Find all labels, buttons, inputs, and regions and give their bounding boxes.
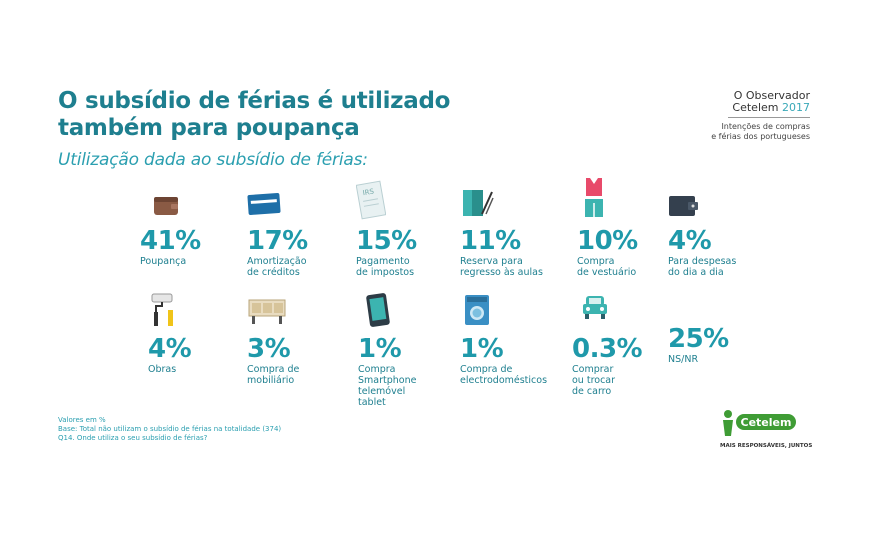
- stat-label: Reserva para regresso às aulas: [460, 256, 543, 278]
- stat-value: 3%: [247, 334, 291, 364]
- stat-label: Para despesas do dia a dia: [668, 256, 737, 278]
- stat-label: Comprar ou trocar de carro: [572, 364, 616, 397]
- tax-document-icon: IRS: [356, 180, 386, 220]
- stat-item-daily: 4% Para despesas do dia a dia: [668, 192, 778, 278]
- credit-card-icon: [247, 193, 281, 215]
- observador-brand: O Observador Cetelem 2017 Intenções de c…: [710, 90, 810, 142]
- stat-item-furniture: 3% Compra de mobiliário: [247, 296, 357, 386]
- washing-machine-icon: [465, 295, 489, 325]
- purse-icon: [669, 196, 698, 216]
- svg-text:Cetelem: Cetelem: [741, 416, 792, 429]
- brand-divider: [728, 117, 810, 118]
- stat-label: Compra de vestuário: [577, 256, 637, 278]
- footnote-units: Valores em %: [58, 416, 106, 424]
- brand-year: 2017: [782, 101, 810, 114]
- stat-value: 10%: [577, 226, 638, 256]
- stat-label: Pagamento de impostos: [356, 256, 415, 278]
- stat-label: Obras: [148, 364, 177, 375]
- stat-label: Compra Smartphone telemóvel tablet: [358, 364, 417, 408]
- title-line-2: também para poupança: [58, 115, 360, 141]
- stat-item-works: 4% Obras: [148, 292, 258, 375]
- brand-line-1: O Observador: [733, 89, 810, 102]
- stat-label: Compra de electrodomésticos: [460, 364, 548, 386]
- stat-value: 0.3%: [572, 334, 643, 364]
- stat-item-appliances: 1% Compra de electrodomésticos: [460, 294, 570, 386]
- stat-value: 15%: [356, 226, 417, 256]
- cetelem-logo-mark: Cetelem: [723, 410, 796, 436]
- brand-sub-1: Intenções de compras: [721, 122, 810, 131]
- clothing-icon: [585, 178, 603, 217]
- stat-label: Amortização de créditos: [247, 256, 307, 278]
- brand-line-2: Cetelem 2017: [710, 102, 810, 114]
- stat-item-credit: 17% Amortização de créditos: [247, 192, 357, 278]
- furniture-icon: [248, 299, 286, 324]
- cetelem-logo: Cetelem MAIS RESPONSÁVEIS, JUNTOS: [720, 406, 812, 452]
- footnotes: Valores em % Base: Total não utilizam o …: [58, 416, 281, 443]
- stat-item-car: 0.3% Comprar ou trocar de carro: [572, 292, 682, 397]
- stat-label: NS/NR: [668, 354, 699, 365]
- stat-value: 1%: [358, 334, 402, 364]
- school-book-icon: [463, 190, 494, 216]
- stat-item-taxes: IRS 15% Pagamento de impostos: [356, 180, 466, 278]
- footnote-question: Q14. Onde utiliza o seu subsídio de féri…: [58, 434, 208, 442]
- stat-label: Compra de mobiliário: [247, 364, 300, 386]
- stat-value: 25%: [668, 324, 729, 354]
- page-title: O subsídio de férias é utilizado também …: [58, 88, 450, 142]
- stat-item-school: 11% Reserva para regresso às aulas: [460, 186, 570, 278]
- paint-roller-icon: [151, 293, 173, 326]
- stat-item-savings: 41% Poupança: [140, 192, 250, 267]
- wallet-icon: [154, 197, 178, 215]
- brand-sub-2: e férias dos portugueses: [711, 132, 810, 141]
- stat-value: 41%: [140, 226, 201, 256]
- stat-item-nsnr: 25% NS/NR: [668, 324, 778, 365]
- cetelem-tagline: MAIS RESPONSÁVEIS, JUNTOS: [720, 443, 813, 449]
- brand-name: Cetelem: [732, 101, 779, 114]
- stat-value: 1%: [460, 334, 504, 364]
- footnote-base: Base: Total não utilizam o subsídio de f…: [58, 425, 282, 433]
- svg-text:IRS: IRS: [362, 187, 375, 197]
- stat-value: 11%: [460, 226, 521, 256]
- smartphone-icon: [366, 293, 390, 327]
- stat-value: 4%: [148, 334, 192, 364]
- stat-item-clothing: 10% Compra de vestuário: [577, 176, 687, 278]
- car-icon: [583, 296, 607, 319]
- title-line-1: O subsídio de férias é utilizado: [58, 88, 451, 114]
- stat-value: 17%: [247, 226, 308, 256]
- stat-value: 4%: [668, 226, 712, 256]
- stat-item-smartphone: 1% Compra Smartphone telemóvel tablet: [358, 292, 468, 408]
- stat-label: Poupança: [140, 256, 187, 267]
- subtitle: Utilização dada ao subsídio de férias:: [58, 150, 368, 170]
